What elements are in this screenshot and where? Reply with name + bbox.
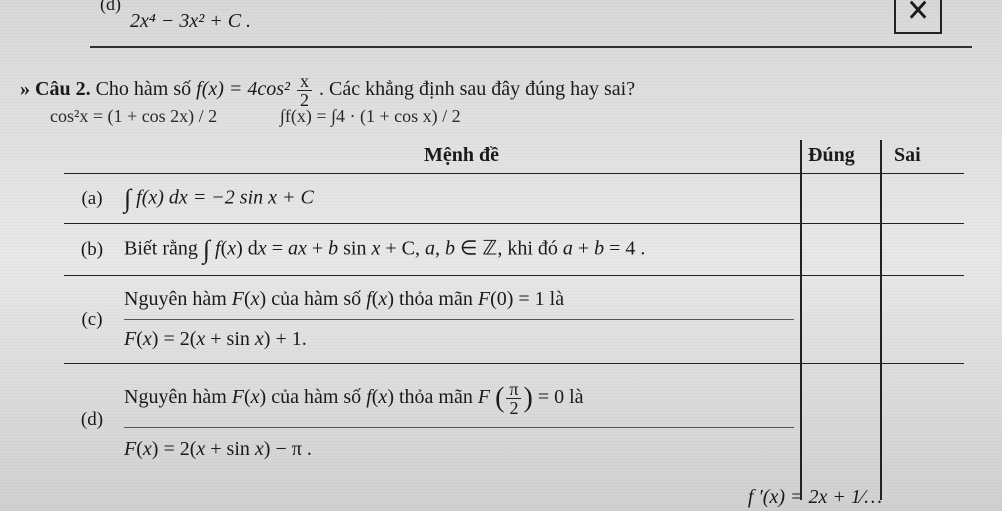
question-2: » Câu 2. Cho hàm số f(x) = 4cos² x 2 . C… (20, 72, 972, 109)
question-fraction: x 2 (297, 72, 312, 109)
bottom-fragment: f ′(x) = 2x + 1⁄… (748, 486, 882, 509)
row-label-b: (b) (64, 239, 120, 261)
question-text-after: . Các khẳng định sau đây đúng hay sai? (319, 78, 635, 100)
row-label-c: (c) (64, 309, 120, 331)
table-row: (d) Nguyên hàm F(x) của hàm số f(x) thỏa… (64, 364, 964, 476)
question-text-before: Cho hàm số (96, 78, 197, 100)
question-fx: f(x) = 4cos² (196, 78, 290, 100)
statements-table: Mệnh đề Đúng Sai (a) ∫∫ f(x) dx = −2 sin… (64, 140, 964, 476)
row-label-d: (d) (64, 409, 120, 431)
frac-num: x (297, 72, 312, 91)
prev-formula: 2x⁴ − 3x² + C . (130, 10, 251, 33)
row-label-a: (a) (64, 188, 120, 210)
table-row: (a) ∫∫ f(x) dx = −2 sin x + C f(x) dx = … (64, 174, 964, 224)
pi-over-2: π 2 (506, 380, 521, 417)
question-number: » Câu 2. (20, 78, 91, 100)
handwriting-right: ∫f(x) = ∫4 · (1 + cos x) / 2 (280, 106, 461, 127)
x-mark-icon: ✕ (906, 0, 929, 30)
table-row: (c) Nguyên hàm F(x) của hàm số f(x) thỏa… (64, 276, 964, 364)
header-menhde: Mệnh đề (424, 144, 499, 167)
header-sai: Sai (894, 144, 921, 167)
row-content-c: Nguyên hàm F(x) của hàm số f(x) thỏa mãn… (120, 278, 964, 361)
header-dung: Đúng (808, 144, 855, 167)
table-row: (b) Biết rằng ∫ f(x) dx = ax + b sin x +… (64, 224, 964, 276)
answer-box: ✕ (894, 0, 942, 34)
divider (90, 46, 972, 48)
option-d-label: (d) (100, 0, 121, 15)
handwriting-left: cos²x = (1 + cos 2x) / 2 (50, 106, 217, 127)
row-content-d: Nguyên hàm F(x) của hàm số f(x) thỏa mãn… (120, 370, 964, 471)
prev-question-fragment: (d) 2x⁴ − 3x² + C . ✕ (100, 0, 962, 48)
row-content-a: ∫∫ f(x) dx = −2 sin x + C f(x) dx = −2 s… (120, 174, 964, 224)
worksheet-page: (d) 2x⁴ − 3x² + C . ✕ » Câu 2. Cho hàm s… (0, 0, 1002, 511)
table-header: Mệnh đề Đúng Sai (64, 140, 964, 174)
row-content-b: Biết rằng ∫ f(x) dx = ax + b sin x + C, … (120, 225, 964, 275)
